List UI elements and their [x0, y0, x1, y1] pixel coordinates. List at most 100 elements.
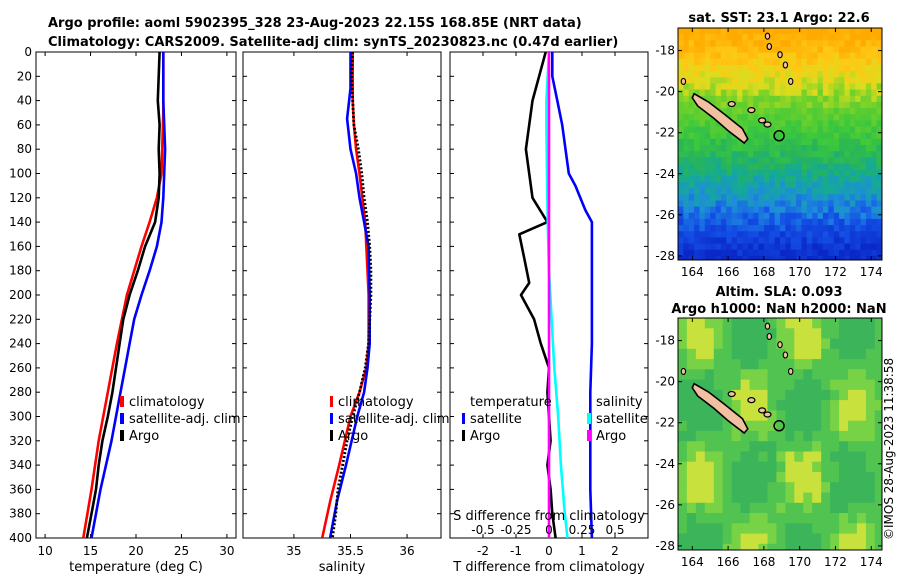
- x-tick-label: 170: [788, 265, 811, 279]
- heat-cell: [844, 255, 851, 260]
- heat-cell: [683, 255, 690, 260]
- heat-cell: [871, 101, 878, 109]
- heat-cell: [871, 206, 878, 214]
- heat-cell: [731, 231, 738, 238]
- heat-cell: [678, 237, 684, 245]
- heat-cell: [817, 132, 824, 140]
- heat-cell: [812, 348, 822, 360]
- heat-cell: [876, 114, 882, 121]
- heat-cell: [774, 34, 781, 41]
- heat-cell: [821, 348, 831, 360]
- heat-cell: [848, 492, 858, 504]
- heat-cell: [694, 40, 700, 47]
- heat-cell: [769, 151, 776, 158]
- heat-cell: [780, 255, 786, 260]
- heat-cell: [713, 461, 724, 473]
- heat-cell: [806, 101, 813, 109]
- heat-cell: [731, 157, 738, 164]
- heat-cell: [731, 379, 742, 391]
- heat-cell: [865, 328, 876, 340]
- salinity-x-label: salinity: [319, 560, 366, 575]
- heat-cell: [828, 46, 835, 54]
- heat-cell: [821, 389, 831, 401]
- heat-cell: [688, 89, 695, 97]
- new-caledonia-land: [691, 382, 749, 435]
- heat-cell: [844, 120, 851, 128]
- heat-cell: [758, 212, 765, 220]
- heat-cell: [806, 169, 813, 177]
- heat-cell: [780, 225, 786, 232]
- heat-cell: [865, 348, 876, 360]
- heat-cell: [876, 225, 882, 232]
- heat-cell: [763, 163, 770, 171]
- heat-cell: [830, 482, 840, 493]
- sla-coastline: [680, 322, 794, 435]
- y-tick-label: 340: [9, 458, 32, 472]
- heat-cell: [753, 89, 760, 97]
- heat-cell: [849, 188, 856, 195]
- heat-cell: [876, 175, 882, 183]
- heat-cell: [803, 533, 813, 545]
- heat-cell: [812, 255, 819, 260]
- heat-cell: [678, 89, 684, 97]
- heat-cell: [865, 318, 876, 329]
- heat-cell: [742, 83, 749, 91]
- heat-cell: [774, 218, 781, 226]
- heat-cell: [871, 157, 878, 164]
- heat-cell: [860, 58, 867, 66]
- heat-cell: [876, 108, 882, 115]
- heat-cell: [871, 194, 878, 201]
- heat-cell: [678, 513, 688, 524]
- y-tick-label: 0: [24, 45, 32, 59]
- heat-cell: [856, 451, 867, 463]
- heat-cell: [694, 83, 700, 91]
- heat-cell: [812, 482, 822, 493]
- heat-cell: [844, 194, 851, 201]
- heat-cell: [678, 492, 688, 504]
- heat-cell: [828, 145, 835, 152]
- heat-cell: [774, 163, 781, 171]
- heat-cell: [860, 188, 867, 195]
- heat-cell: [785, 218, 792, 226]
- heat-cell: [731, 348, 742, 360]
- heat-cell: [769, 212, 776, 220]
- heat-cell: [720, 182, 727, 189]
- heat-cell: [849, 225, 856, 232]
- heat-cell: [713, 482, 724, 493]
- heat-cell: [678, 212, 684, 220]
- heat-cell: [742, 58, 749, 66]
- heat-cell: [817, 145, 824, 152]
- heat-cell: [839, 472, 849, 483]
- heat-cell: [758, 194, 765, 201]
- heat-cell: [678, 523, 688, 535]
- heat-cell: [828, 194, 835, 201]
- heat-cell: [726, 83, 733, 91]
- heat-cell: [720, 243, 727, 251]
- heat-cell: [794, 461, 804, 473]
- heat-cell: [688, 83, 695, 91]
- heat-cell: [678, 65, 684, 72]
- heat-cell: [713, 420, 724, 432]
- heat-cell: [678, 200, 684, 208]
- heat-cell: [699, 120, 706, 128]
- heat-cell: [828, 114, 835, 121]
- heat-cell: [860, 28, 867, 35]
- heat-cell: [753, 126, 760, 134]
- heat-cell: [833, 231, 840, 238]
- heat-cell: [785, 482, 795, 493]
- heat-cell: [848, 410, 858, 422]
- heat-cell: [796, 71, 802, 78]
- heat-cell: [871, 46, 878, 54]
- heat-cell: [694, 157, 700, 164]
- heat-cell: [688, 225, 695, 232]
- y-tick-label: 160: [9, 239, 32, 253]
- heat-cell: [812, 182, 819, 189]
- heat-cell: [830, 543, 840, 550]
- heat-cell: [720, 169, 727, 177]
- heat-cell: [710, 188, 717, 195]
- heat-cell: [844, 65, 851, 72]
- heat-cell: [821, 523, 831, 535]
- x2-tick-label: 0: [545, 523, 553, 537]
- heat-cell: [822, 188, 829, 195]
- heat-cell: [839, 318, 849, 329]
